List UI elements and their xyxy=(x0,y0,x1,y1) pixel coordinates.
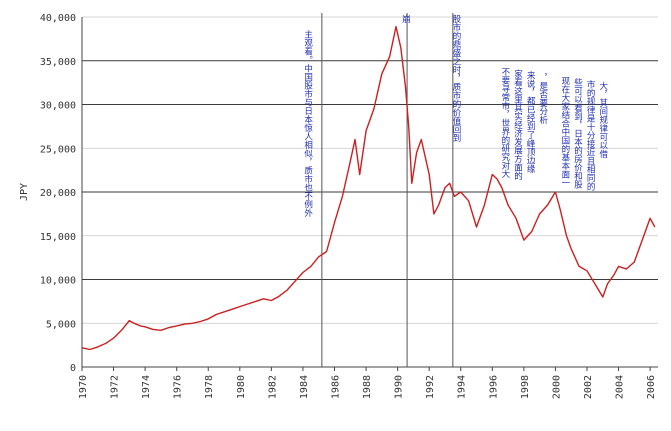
x-tick-label: 1998 xyxy=(520,375,531,399)
y-tick-label: 0 xyxy=(70,363,76,374)
y-axis-label: JPY xyxy=(19,183,30,201)
x-tick-label: 1988 xyxy=(362,375,373,399)
x-tick-label: 1990 xyxy=(394,375,405,399)
chart-annotation: 主观看。中国股市与日本惊人相似，质市也不例外 xyxy=(303,30,313,219)
x-tick-label: 1974 xyxy=(141,375,152,399)
x-tick-label: 1992 xyxy=(425,375,436,399)
chart-annotation: 家看这里其实经济发展方面的 xyxy=(513,69,523,181)
vertical-marker-layer xyxy=(321,13,454,367)
x-tick-label: 1994 xyxy=(457,375,468,399)
x-tick-label: 1976 xyxy=(173,375,184,399)
series-line xyxy=(81,25,656,351)
grid-layer xyxy=(82,16,658,324)
x-tick-label: 1996 xyxy=(488,375,499,399)
x-tick-label: 2004 xyxy=(615,375,626,399)
chart-annotation: 股市的鼎盛之时，质市的价值回到 xyxy=(451,14,461,142)
x-tick-label: 2002 xyxy=(583,375,594,399)
chart-annotation: 崩 xyxy=(401,14,411,24)
x-tick-label: 1972 xyxy=(110,375,121,399)
x-tick-label: 1980 xyxy=(236,375,247,399)
chart-annotation: 来说，都已经到了峰顶边缘 xyxy=(525,71,535,173)
y-tick-label: 15,000 xyxy=(40,232,76,243)
chart-annotation: 不要寻常市，世界的研究对大 xyxy=(500,68,510,179)
x-tick-label: 1982 xyxy=(267,375,278,399)
x-tick-label: 2000 xyxy=(551,375,562,399)
x-tick-label: 1970 xyxy=(78,375,89,399)
y-tick-label: 25,000 xyxy=(40,144,76,155)
y-tick-label: 10,000 xyxy=(40,276,76,287)
y-tick-label: 35,000 xyxy=(40,57,76,68)
y-tick-label: 5,000 xyxy=(46,319,76,330)
series-layer xyxy=(81,25,656,351)
x-tick-label: 1986 xyxy=(330,375,341,399)
y-tick-label: 30,000 xyxy=(40,101,76,112)
x-tick-label: 2006 xyxy=(646,375,657,399)
chart-annotation: 大，其间规律可以借 xyxy=(598,81,608,159)
chart-annotation: 市的规律是十分接近且相同的 xyxy=(585,79,595,191)
chart-annotation: ，是否要分析 xyxy=(538,72,548,125)
annotation-layer: 主观看。中国股市与日本惊人相似，质市也不例外 崩 股市的鼎盛之时，质市的价值回到 不要… xyxy=(303,14,608,218)
y-tick-label: 20,000 xyxy=(40,188,76,199)
axis-layer: 0 5,000 10,000 15,000 20,000 25,000 30,000 35,0… xyxy=(40,13,658,399)
y-tick-label: 40,000 xyxy=(40,13,76,24)
x-tick-label: 1984 xyxy=(299,375,310,399)
x-tick-label: 1978 xyxy=(204,375,215,399)
chart-annotation: 现在大家结合中国的基本面一 xyxy=(560,77,570,188)
chart-annotation: 些可以看到，日本的房价和股 xyxy=(573,78,583,190)
